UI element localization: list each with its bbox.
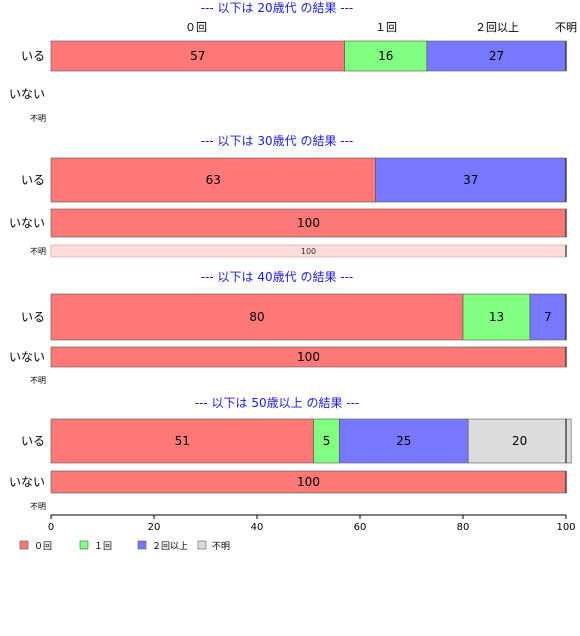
x-tick-label: 100 — [556, 522, 575, 533]
bar-value-label: 7 — [544, 310, 552, 324]
bar-value-label: 57 — [190, 49, 205, 63]
bar-segment — [50, 208, 567, 238]
category-header-label: １回 — [375, 21, 397, 34]
row-label: いない — [9, 216, 45, 230]
row-label: いない — [9, 475, 45, 489]
legend-label: ２回以上 — [152, 541, 188, 552]
bar-segment — [344, 40, 428, 72]
bar-value-label: 16 — [378, 49, 393, 63]
bar-value-label: 63 — [206, 173, 221, 187]
row-label: 不明 — [30, 114, 46, 123]
row-label: 不明 — [30, 247, 46, 256]
bar-value-label: 25 — [396, 434, 411, 448]
legend-swatch — [79, 540, 89, 550]
bar-segment — [50, 418, 314, 464]
bar-value-label: 5 — [323, 434, 331, 448]
panel-title: --- 以下は 20歳代 の結果 --- — [201, 1, 354, 15]
legend-swatch — [197, 540, 207, 550]
panel-title: --- 以下は 30歳代 の結果 --- — [201, 134, 354, 148]
legend-label: 不明 — [212, 541, 230, 552]
x-tick-label: 0 — [48, 522, 54, 533]
bar-value-label: 37 — [463, 173, 478, 187]
row-label: 不明 — [30, 376, 46, 385]
bar-segment — [50, 40, 345, 72]
bar-segment — [339, 418, 469, 464]
bar-segment — [462, 293, 531, 341]
bar-value-label: 20 — [512, 434, 527, 448]
bar-value-label: 100 — [297, 475, 320, 489]
bar-segment — [467, 418, 572, 464]
legend-swatch — [137, 540, 147, 550]
row-label: いない — [9, 350, 45, 364]
bar-segment — [313, 418, 340, 464]
bar-value-label: 100 — [301, 247, 316, 256]
category-header-label: 不明 — [555, 21, 577, 34]
category-header-label: ０回 — [185, 21, 207, 34]
legend-swatch — [19, 540, 29, 550]
category-header-label: ２回以上 — [475, 21, 519, 34]
x-tick-label: 40 — [251, 522, 264, 533]
bar-segment — [50, 293, 464, 341]
x-tick-label: 20 — [148, 522, 161, 533]
row-label: いない — [9, 87, 45, 101]
panel-title: --- 以下は 40歳代 の結果 --- — [201, 270, 354, 284]
row-label: 不明 — [30, 502, 46, 511]
panel-title: --- 以下は 50歳以上 の結果 --- — [195, 396, 360, 410]
row-label: いる — [21, 310, 45, 324]
bar-segment — [426, 40, 567, 72]
bar-value-label: 100 — [297, 216, 320, 230]
x-tick-label: 60 — [354, 522, 367, 533]
row-label: いる — [21, 49, 45, 63]
legend-label: ０回 — [34, 541, 52, 552]
bar-value-label: 51 — [175, 434, 190, 448]
x-tick-label: 80 — [457, 522, 470, 533]
row-label: いる — [21, 173, 45, 187]
bar-value-label: 27 — [489, 49, 504, 63]
legend-label: １回 — [94, 541, 112, 552]
bar-value-label: 13 — [489, 310, 504, 324]
bar-value-label: 100 — [297, 350, 320, 364]
row-label: いる — [21, 434, 45, 448]
bar-segment — [529, 293, 567, 341]
bar-value-label: 80 — [249, 310, 264, 324]
